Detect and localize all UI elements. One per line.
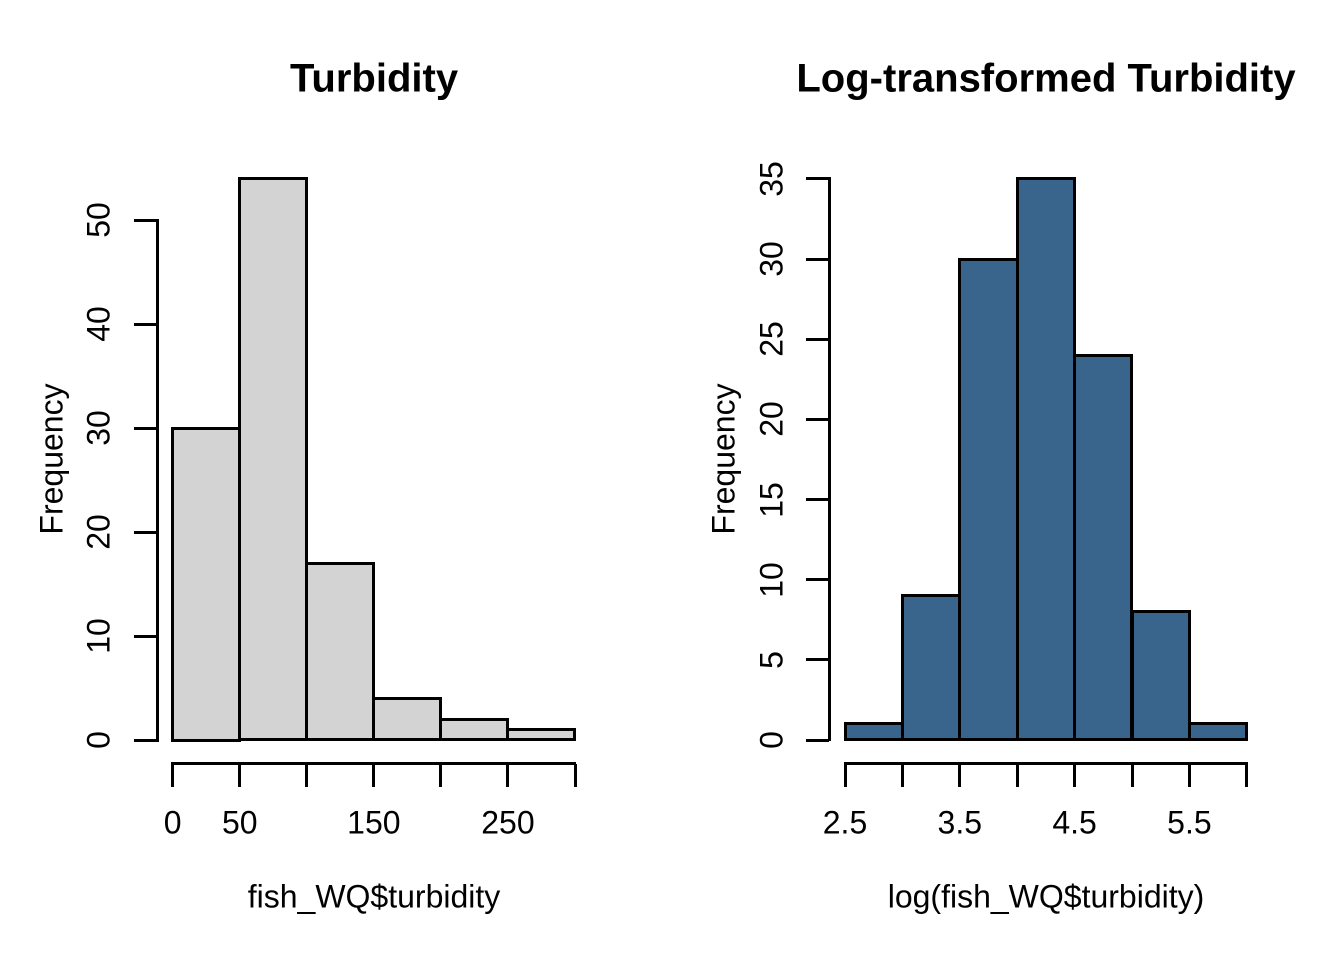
y-axis-tick [805,738,829,742]
y-tick-label: 0 [80,731,117,749]
y-axis-tick [805,417,829,421]
x-tick-label: 3.5 [937,804,983,841]
histogram-bar [439,717,510,742]
y-axis-line [827,177,831,742]
y-tick-label: 25 [753,321,790,358]
y-tick-label: 10 [753,561,790,598]
y-axis-label-turbidity: Frequency [33,383,70,535]
histogram-bar [958,257,1019,742]
histogram-bar [305,561,376,742]
histogram-bar [1073,353,1134,742]
x-axis-tick [439,763,443,787]
y-axis-tick [805,578,829,582]
y-axis-tick [805,257,829,261]
chart-title-log-turbidity: Log-transformed Turbidity [796,56,1296,101]
x-axis-tick [305,763,309,787]
x-axis-tick [1015,763,1019,787]
x-axis-label-log-turbidity: log(fish_WQ$turbidity) [887,878,1205,915]
x-axis-line [843,762,1249,765]
histogram-bar [1015,177,1077,742]
x-axis-tick [372,763,376,787]
histogram-bar [506,728,577,742]
x-axis-tick [1187,763,1191,787]
y-axis-tick [805,498,829,502]
histogram-bar [1130,610,1191,742]
y-axis-tick [134,322,158,326]
x-tick-label: 150 [347,804,401,841]
histogram-bar [238,176,309,742]
y-axis-tick [805,177,829,181]
histogram-bar [900,594,962,742]
x-axis-tick [900,763,904,787]
x-tick-label: 5.5 [1167,804,1212,841]
x-axis-label-turbidity: fish_WQ$turbidity [247,878,501,915]
x-axis-line [171,762,577,765]
y-axis-tick [805,337,829,341]
y-tick-label: 40 [80,306,117,342]
chart-title-turbidity: Turbidity [289,56,459,101]
y-axis-tick [134,738,158,742]
y-axis-tick [134,530,158,534]
x-tick-label: 250 [481,804,535,841]
y-axis-tick [805,658,829,662]
y-tick-label: 15 [753,481,790,518]
x-axis-tick [573,763,577,787]
y-tick-label: 35 [753,161,790,197]
x-axis-tick [1245,763,1249,787]
x-tick-label: 50 [221,804,258,841]
x-axis-tick [506,763,510,787]
x-axis-tick [171,763,175,787]
x-tick-label: 4.5 [1052,804,1097,841]
y-axis-tick [134,218,158,222]
y-axis-tick [134,634,158,638]
x-axis-tick [238,763,242,787]
y-tick-label: 20 [753,401,790,438]
x-tick-label: 2.5 [822,804,868,841]
histogram-bar [372,696,443,742]
x-axis-tick [958,763,962,787]
y-axis-line [156,218,159,742]
y-tick-label: 30 [753,241,790,277]
x-axis-tick [1130,763,1134,787]
histogram-bar [171,426,242,742]
y-tick-label: 10 [80,618,117,654]
y-tick-label: 5 [753,650,790,669]
y-axis-label-log-turbidity: Frequency [705,383,742,535]
x-axis-tick [1073,763,1077,787]
y-tick-label: 50 [80,202,117,238]
y-axis-tick [134,426,158,430]
y-tick-label: 20 [80,514,117,550]
histogram-bar [1187,722,1249,742]
y-tick-label: 0 [753,731,790,749]
histogram-bar [843,722,904,742]
x-tick-label: 0 [163,804,182,841]
y-tick-label: 30 [80,410,117,446]
x-axis-tick [843,763,847,787]
